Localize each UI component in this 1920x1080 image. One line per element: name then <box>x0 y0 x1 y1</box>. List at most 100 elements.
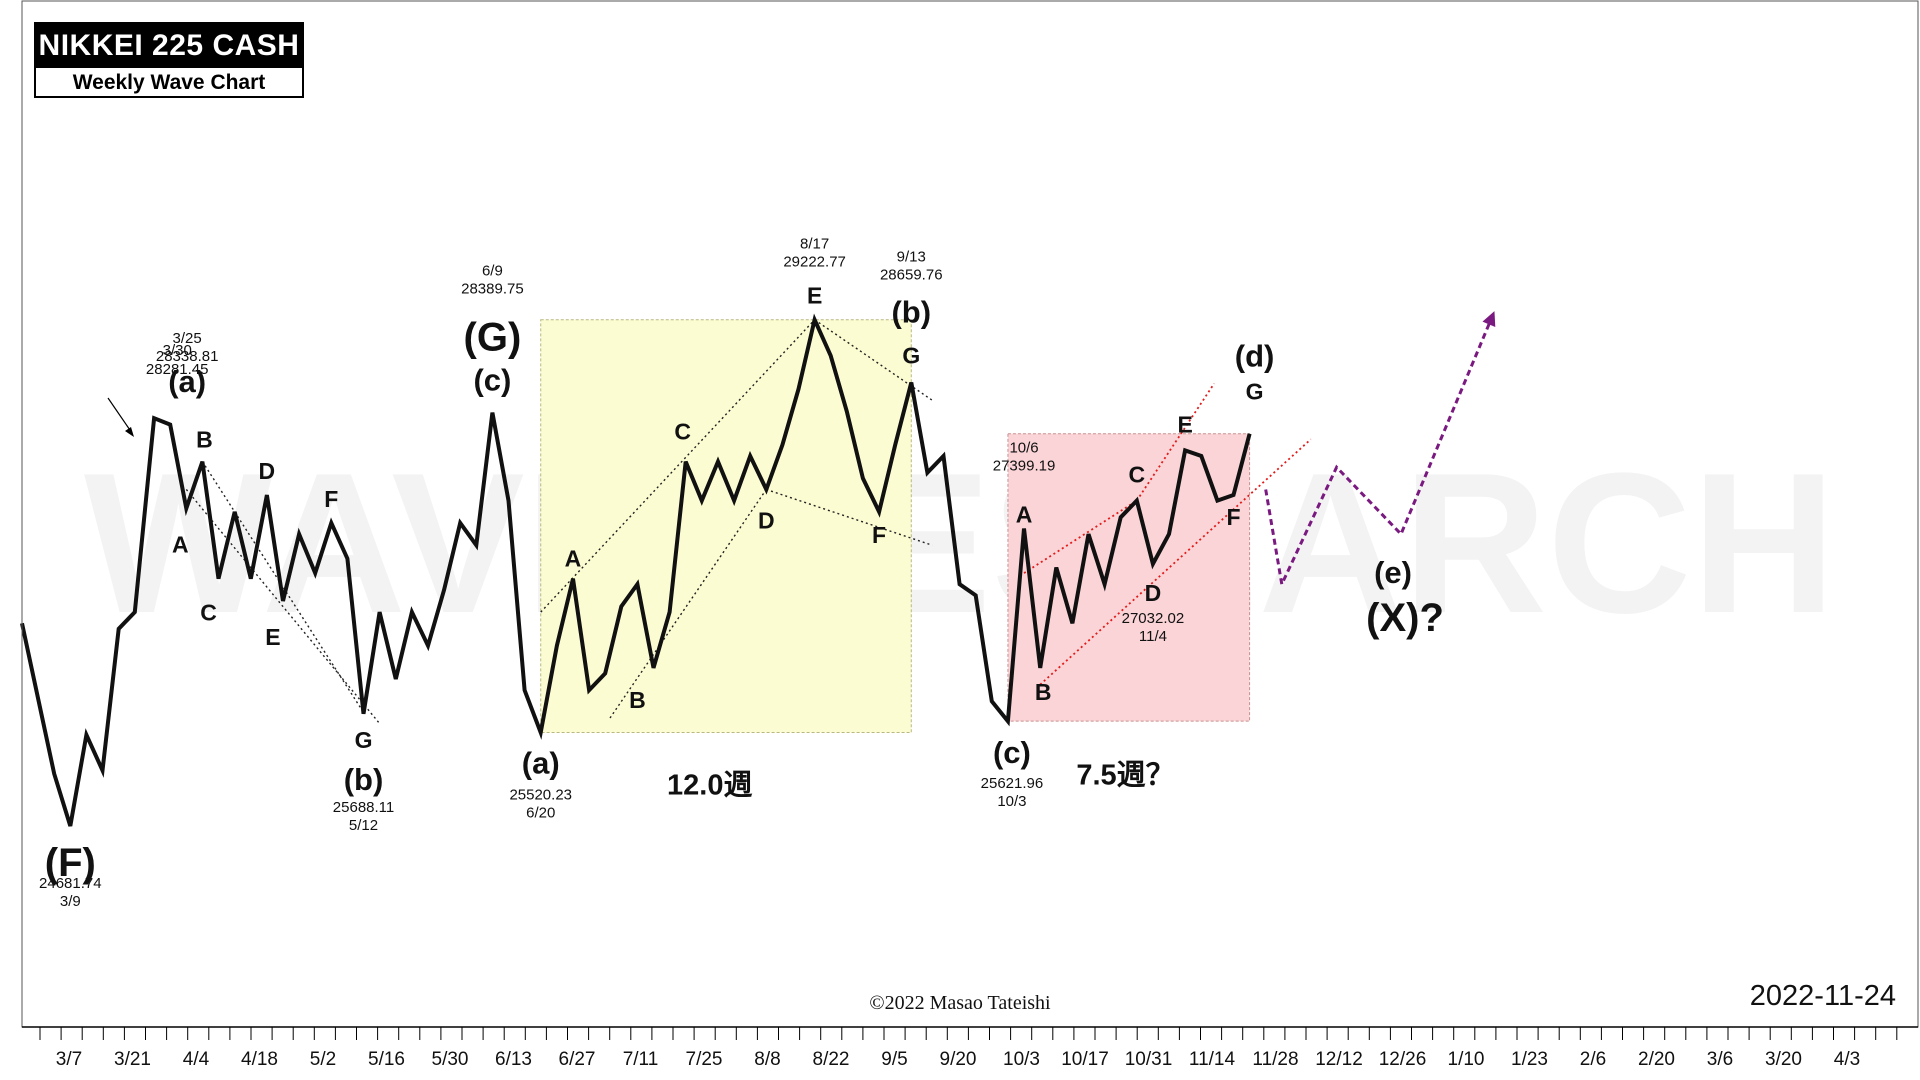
wave-label-g: G <box>902 342 920 368</box>
dotted-trendline <box>540 319 816 613</box>
wave-label-e: E <box>807 283 822 309</box>
wave-label-b: B <box>629 687 646 713</box>
wave-label-c: (c) <box>473 363 511 398</box>
wave-label-d: D <box>758 507 775 533</box>
dotted-trendline <box>766 488 933 546</box>
x-tick-label-2-6: 2/6 <box>1580 1049 1606 1070</box>
wave-note: 27032.02 <box>1122 610 1185 627</box>
wave-label-b: B <box>196 427 213 453</box>
wave-label-c: C <box>674 419 691 445</box>
red-trendline <box>1039 438 1312 686</box>
wave-label-f: F <box>324 486 338 512</box>
wave-note: 9/13 <box>897 248 926 265</box>
x-tick-label-4-18: 4/18 <box>241 1049 278 1070</box>
wave-label-e: (e) <box>1374 555 1412 590</box>
wave-label-e: E <box>1177 411 1192 437</box>
chart-title: NIKKEI 225 CASH <box>36 24 302 68</box>
watermark-layer: WAVE RESEARCH <box>84 432 1836 655</box>
x-tick-label-11-28: 11/28 <box>1252 1049 1298 1070</box>
red-trendline <box>1136 383 1215 502</box>
wave-note: 6/9 <box>482 263 503 280</box>
wave-label-b: (b) <box>891 294 931 329</box>
watermark-text: WAVE RESEARCH <box>84 432 1836 655</box>
x-tick-label-8-22: 8/22 <box>813 1049 850 1070</box>
dotted-trendline <box>185 489 381 725</box>
x-tick-label-5-2: 5/2 <box>310 1049 336 1070</box>
price-line <box>20 313 1252 827</box>
x-tick-label-11-14: 11/14 <box>1189 1049 1236 1070</box>
wave-note: 24681.74 <box>39 875 102 892</box>
x-tick-label-4-4: 4/4 <box>183 1049 210 1070</box>
note-pointer-arrow <box>107 397 133 434</box>
date-note: 28281.45 <box>146 361 209 378</box>
x-tick-label-3-21: 3/21 <box>114 1049 151 1070</box>
wave-label-d: D <box>1145 580 1162 606</box>
wave-note: 25621.96 <box>981 775 1044 792</box>
wave-note: 10/6 <box>1009 439 1038 456</box>
wave-label-f: F <box>1226 504 1240 530</box>
x-tick-label-7-11: 7/11 <box>623 1049 659 1070</box>
wave-label-a: A <box>565 546 582 572</box>
price-series <box>20 313 1252 827</box>
dotted-trendline <box>609 489 767 719</box>
dotted-trendline <box>814 319 933 401</box>
wave-note: 6/20 <box>526 805 555 822</box>
x-tick-label-10-3: 10/3 <box>1003 1049 1040 1070</box>
wave-note: 5/12 <box>349 817 378 834</box>
wave-note: 25688.11 <box>333 799 394 816</box>
wave-note: 29222.77 <box>783 254 846 271</box>
copyright-text: ©2022 Masao Tateishi <box>869 992 1051 1014</box>
x-tick-label-12-26: 12/26 <box>1379 1049 1427 1070</box>
wave-note: 28389.75 <box>461 281 524 298</box>
projection-arrowhead <box>1482 311 1496 328</box>
x-tick-label-1-10: 1/10 <box>1448 1049 1485 1070</box>
note-pointer-arrowhead <box>125 427 134 437</box>
x-axis: 3/7 3/21 4/4 4/18 5/2 5/16 5/30 6/13 6/27 7/11 7/2… <box>22 1026 1918 1070</box>
wave-label-a: (a) <box>168 364 206 399</box>
wave-label-g: (G) <box>464 316 522 360</box>
wave-note: 25520.23 <box>509 787 572 804</box>
x-tick-label-10-31: 10/31 <box>1125 1049 1173 1070</box>
wave-note: 28338.81 <box>156 348 219 365</box>
wave-label-b: (b) <box>344 762 384 797</box>
wave-label-d: D <box>259 458 276 484</box>
wave-label-c: C <box>1128 462 1145 488</box>
wave-label-x: (X)? <box>1366 596 1444 640</box>
trend-lines <box>185 319 1312 725</box>
duration-label: 12.0週 <box>667 770 752 802</box>
date-stamp: 2022-11-24 <box>1749 980 1896 1012</box>
chart-subtitle: Weekly Wave Chart <box>72 71 266 94</box>
x-tick-label-8-8: 8/8 <box>754 1049 780 1070</box>
x-tick-label-5-16: 5/16 <box>368 1049 405 1070</box>
x-tick-label-1-23: 1/23 <box>1511 1049 1548 1070</box>
wave-label-c: (c) <box>993 735 1031 770</box>
wave-label-c: C <box>200 600 217 626</box>
wave-label-g: G <box>1246 379 1264 405</box>
date-note: 3/30 <box>163 342 192 359</box>
duration-label: 7.5週？ <box>1076 759 1174 791</box>
wave-note: 3/25 <box>173 330 202 347</box>
wave-note: 8/17 <box>800 236 829 253</box>
x-tick-label-10-17: 10/17 <box>1061 1049 1109 1070</box>
wave-label-d: (d) <box>1235 339 1275 374</box>
x-tick-label-9-20: 9/20 <box>940 1049 977 1070</box>
projection-path <box>1264 310 1496 590</box>
x-tick-label-9-5: 9/5 <box>881 1049 907 1070</box>
wave-label-b: B <box>1035 679 1052 705</box>
projection-layer <box>1264 310 1496 590</box>
x-tick-label-2-20: 2/20 <box>1638 1049 1675 1070</box>
x-tick-label-12-12: 12/12 <box>1315 1049 1363 1070</box>
x-tick-label-6-13: 6/13 <box>495 1049 532 1070</box>
x-tick-label-3-20: 3/20 <box>1765 1049 1802 1070</box>
x-tick-label-7-25: 7/25 <box>686 1049 723 1070</box>
red-trendline <box>1023 499 1138 574</box>
wave-note: 28659.76 <box>880 266 943 283</box>
wave-label-e: E <box>265 624 280 650</box>
x-tick-label-5-30: 5/30 <box>432 1049 469 1070</box>
yellow-wave-box <box>540 319 912 734</box>
wave-note: 10/3 <box>997 793 1026 810</box>
x-tick-label-3-6: 3/6 <box>1707 1049 1733 1070</box>
wave-label-f: F <box>872 522 886 548</box>
wave-label-a: A <box>1016 501 1033 527</box>
